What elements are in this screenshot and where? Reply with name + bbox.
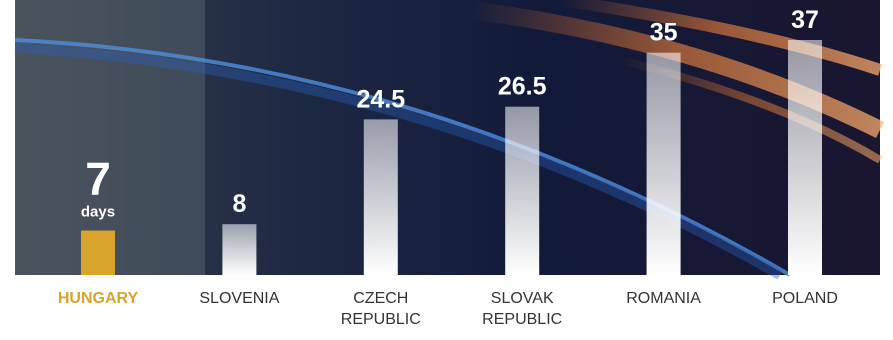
value-label: 26.5 xyxy=(498,73,547,101)
category-label: SLOVENIA xyxy=(199,290,280,307)
bar xyxy=(363,119,398,275)
category-label: SLOVAK REPUBLIC xyxy=(482,290,563,328)
background xyxy=(14,0,885,280)
value-label: 8 xyxy=(232,190,246,218)
bar xyxy=(81,230,115,275)
value-label: 7 xyxy=(85,153,111,205)
category-label: CZECH REPUBLIC xyxy=(340,290,421,328)
bar xyxy=(505,106,540,276)
bar xyxy=(222,224,257,275)
category-label: POLAND xyxy=(772,290,838,307)
category-label: HUNGARY xyxy=(57,290,139,307)
value-label: 24.5 xyxy=(356,85,405,113)
value-unit: days xyxy=(81,204,115,221)
value-label: 37 xyxy=(791,6,819,34)
bar xyxy=(788,40,822,275)
category-label: ROMANIA xyxy=(626,290,701,307)
bar xyxy=(646,52,681,276)
value-label: 35 xyxy=(650,19,678,47)
